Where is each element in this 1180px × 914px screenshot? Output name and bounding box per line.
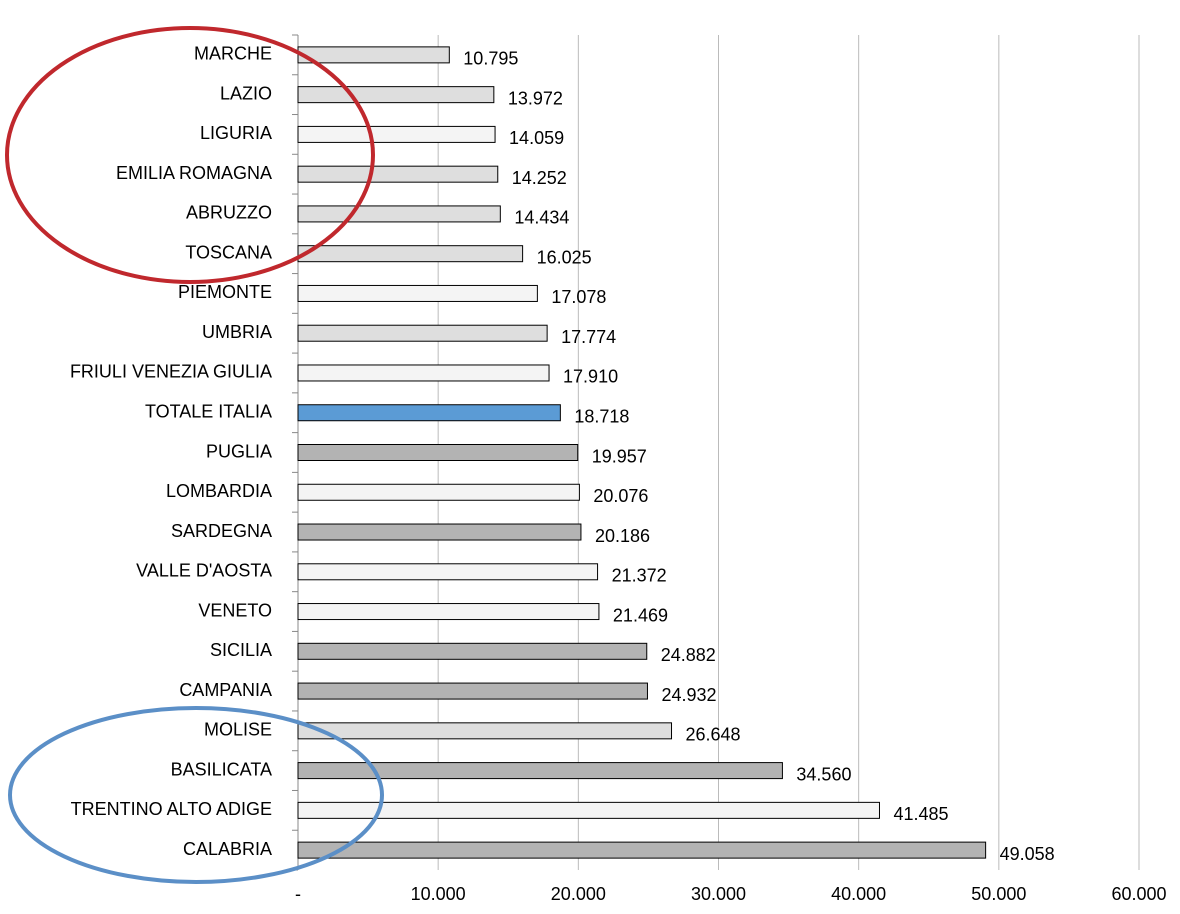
value-label: 18.718 bbox=[574, 406, 629, 426]
bar bbox=[297, 762, 783, 780]
x-tick-label: 60.000 bbox=[1111, 884, 1166, 904]
y-tick-label: MOLISE bbox=[204, 720, 272, 740]
bar bbox=[297, 404, 561, 422]
y-tick-label: TOTALE ITALIA bbox=[145, 401, 272, 421]
bar bbox=[297, 523, 582, 541]
value-label: 16.025 bbox=[537, 247, 592, 267]
value-label: 14.252 bbox=[512, 168, 567, 188]
value-label: 24.932 bbox=[661, 685, 716, 705]
bar bbox=[297, 46, 450, 64]
y-tick-label: LAZIO bbox=[220, 83, 272, 103]
bar bbox=[297, 86, 495, 104]
value-label: 19.957 bbox=[592, 446, 647, 466]
y-tick-label: SICILIA bbox=[210, 640, 272, 660]
bar bbox=[297, 125, 496, 143]
highlight-ellipse bbox=[5, 26, 375, 284]
y-tick-label: VENETO bbox=[198, 600, 272, 620]
value-label: 20.076 bbox=[593, 486, 648, 506]
x-tick-label: 30.000 bbox=[691, 884, 746, 904]
value-label: 17.774 bbox=[561, 327, 616, 347]
bar bbox=[297, 444, 579, 461]
y-tick-label: PUGLIA bbox=[206, 441, 272, 461]
bars: 10.795 13.972 14.059 14.252 14.434 16.025 17.0… bbox=[297, 46, 1055, 864]
bar bbox=[297, 682, 648, 700]
value-label: 49.058 bbox=[1000, 844, 1055, 864]
y-tick-label: BASILICATA bbox=[171, 759, 272, 779]
value-label: 21.372 bbox=[612, 566, 667, 586]
bar bbox=[297, 245, 524, 263]
value-label: 14.434 bbox=[514, 208, 569, 228]
y-tick-label: CALABRIA bbox=[183, 839, 272, 859]
bar bbox=[297, 841, 987, 859]
y-tick-label: ABRUZZO bbox=[186, 203, 272, 223]
y-tick-label: TRENTINO ALTO ADIGE bbox=[71, 799, 272, 819]
y-tick-label: CAMPANIA bbox=[179, 680, 272, 700]
bar bbox=[297, 364, 550, 382]
y-tick-label: LOMBARDIA bbox=[166, 481, 272, 501]
bar bbox=[297, 642, 648, 660]
value-label: 24.882 bbox=[661, 645, 716, 665]
y-tick-label: MARCHE bbox=[194, 44, 272, 64]
value-label: 34.560 bbox=[796, 764, 851, 784]
value-label: 20.186 bbox=[595, 526, 650, 546]
y-tick-label: PIEMONTE bbox=[178, 282, 272, 302]
bar bbox=[297, 483, 580, 501]
x-tick-label: - bbox=[295, 884, 301, 904]
highlight-ellipse bbox=[8, 706, 384, 884]
bar bbox=[297, 722, 673, 740]
value-label: 26.648 bbox=[686, 725, 741, 745]
bar bbox=[297, 801, 880, 819]
value-label: 41.485 bbox=[893, 804, 948, 824]
bar bbox=[297, 165, 499, 183]
x-tick-label: 50.000 bbox=[971, 884, 1026, 904]
y-tick-label: UMBRIA bbox=[202, 322, 272, 342]
bar bbox=[297, 324, 548, 342]
grid: - 10.000 20.000 30.000 40.000 50.000 60.000 MAR… bbox=[70, 34, 1167, 904]
x-tick-label: 10.000 bbox=[411, 884, 466, 904]
y-tick-label: LIGURIA bbox=[200, 123, 272, 143]
y-tick-label: SARDEGNA bbox=[171, 521, 272, 541]
x-tick-label: 40.000 bbox=[831, 884, 886, 904]
bar bbox=[297, 284, 538, 302]
y-tick-label: VALLE D'AOSTA bbox=[136, 561, 272, 581]
value-label: 17.078 bbox=[551, 287, 606, 307]
value-label: 14.059 bbox=[509, 128, 564, 148]
value-label: 17.910 bbox=[563, 367, 618, 387]
value-label: 10.795 bbox=[463, 49, 518, 69]
y-tick-label: FRIULI VENEZIA GIULIA bbox=[70, 362, 272, 382]
y-tick-label: EMILIA ROMAGNA bbox=[116, 163, 272, 183]
value-label: 21.469 bbox=[613, 605, 668, 625]
y-tick-label: TOSCANA bbox=[185, 242, 272, 262]
x-tick-label: 20.000 bbox=[551, 884, 606, 904]
value-label: 13.972 bbox=[508, 88, 563, 108]
bar bbox=[297, 603, 600, 621]
bar bbox=[297, 563, 599, 581]
bar bbox=[297, 205, 501, 223]
